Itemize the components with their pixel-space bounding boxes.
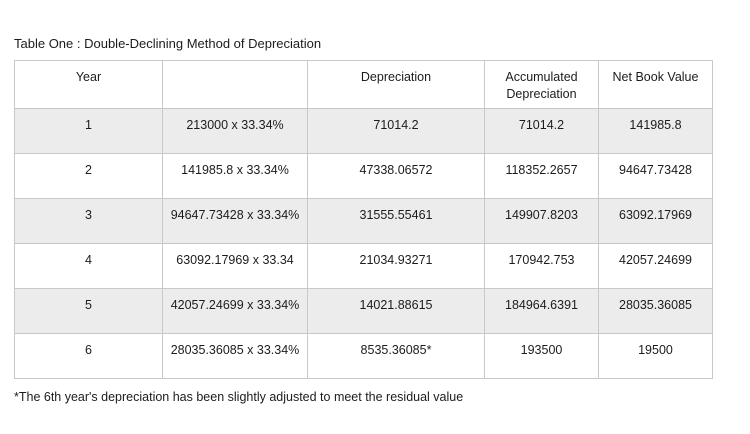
cell-formula: 94647.73428 x 33.34%: [162, 198, 308, 244]
cell-depreciation: 14021.88615: [307, 288, 485, 334]
cell-formula: 63092.17969 x 33.34: [162, 243, 308, 289]
cell-year: 5: [14, 288, 163, 334]
table-row: 5 42057.24699 x 33.34% 14021.88615 18496…: [14, 288, 713, 334]
cell-depreciation: 21034.93271: [307, 243, 485, 289]
column-header-accumulated-depreciation: Accumulated Depreciation: [484, 60, 599, 109]
cell-depreciation: 31555.55461: [307, 198, 485, 244]
cell-depreciation: 8535.36085*: [307, 333, 485, 379]
cell-net-book-value: 19500: [598, 333, 713, 379]
header-row: Year Depreciation Accumulated Depreciati…: [14, 60, 713, 109]
cell-accumulated-depreciation: 118352.2657: [484, 153, 599, 199]
cell-net-book-value: 94647.73428: [598, 153, 713, 199]
cell-net-book-value: 28035.36085: [598, 288, 713, 334]
cell-formula: 213000 x 33.34%: [162, 108, 308, 154]
cell-year: 4: [14, 243, 163, 289]
table-row: 1 213000 x 33.34% 71014.2 71014.2 141985…: [14, 108, 713, 154]
cell-formula: 28035.36085 x 33.34%: [162, 333, 308, 379]
cell-accumulated-depreciation: 193500: [484, 333, 599, 379]
column-header-formula: [162, 60, 308, 109]
column-header-year: Year: [14, 60, 163, 109]
cell-year: 2: [14, 153, 163, 199]
cell-accumulated-depreciation: 170942.753: [484, 243, 599, 289]
cell-year: 1: [14, 108, 163, 154]
table-row: 4 63092.17969 x 33.34 21034.93271 170942…: [14, 243, 713, 289]
footnote: *The 6th year's depreciation has been sl…: [14, 390, 464, 404]
column-header-depreciation: Depreciation: [307, 60, 485, 109]
cell-net-book-value: 42057.24699: [598, 243, 713, 289]
cell-net-book-value: 63092.17969: [598, 198, 713, 244]
cell-year: 6: [14, 333, 163, 379]
cell-depreciation: 47338.06572: [307, 153, 485, 199]
cell-formula: 42057.24699 x 33.34%: [162, 288, 308, 334]
cell-net-book-value: 141985.8: [598, 108, 713, 154]
table-title: Table One : Double-Declining Method of D…: [14, 36, 322, 51]
cell-accumulated-depreciation: 184964.6391: [484, 288, 599, 334]
cell-year: 3: [14, 198, 163, 244]
cell-formula: 141985.8 x 33.34%: [162, 153, 308, 199]
table-row: 3 94647.73428 x 33.34% 31555.55461 14990…: [14, 198, 713, 244]
table-row: 6 28035.36085 x 33.34% 8535.36085* 19350…: [14, 333, 713, 379]
column-header-net-book-value: Net Book Value: [598, 60, 713, 109]
table-row: 2 141985.8 x 33.34% 47338.06572 118352.2…: [14, 153, 713, 199]
depreciation-table: Year Depreciation Accumulated Depreciati…: [14, 60, 713, 379]
cell-depreciation: 71014.2: [307, 108, 485, 154]
cell-accumulated-depreciation: 71014.2: [484, 108, 599, 154]
cell-accumulated-depreciation: 149907.8203: [484, 198, 599, 244]
